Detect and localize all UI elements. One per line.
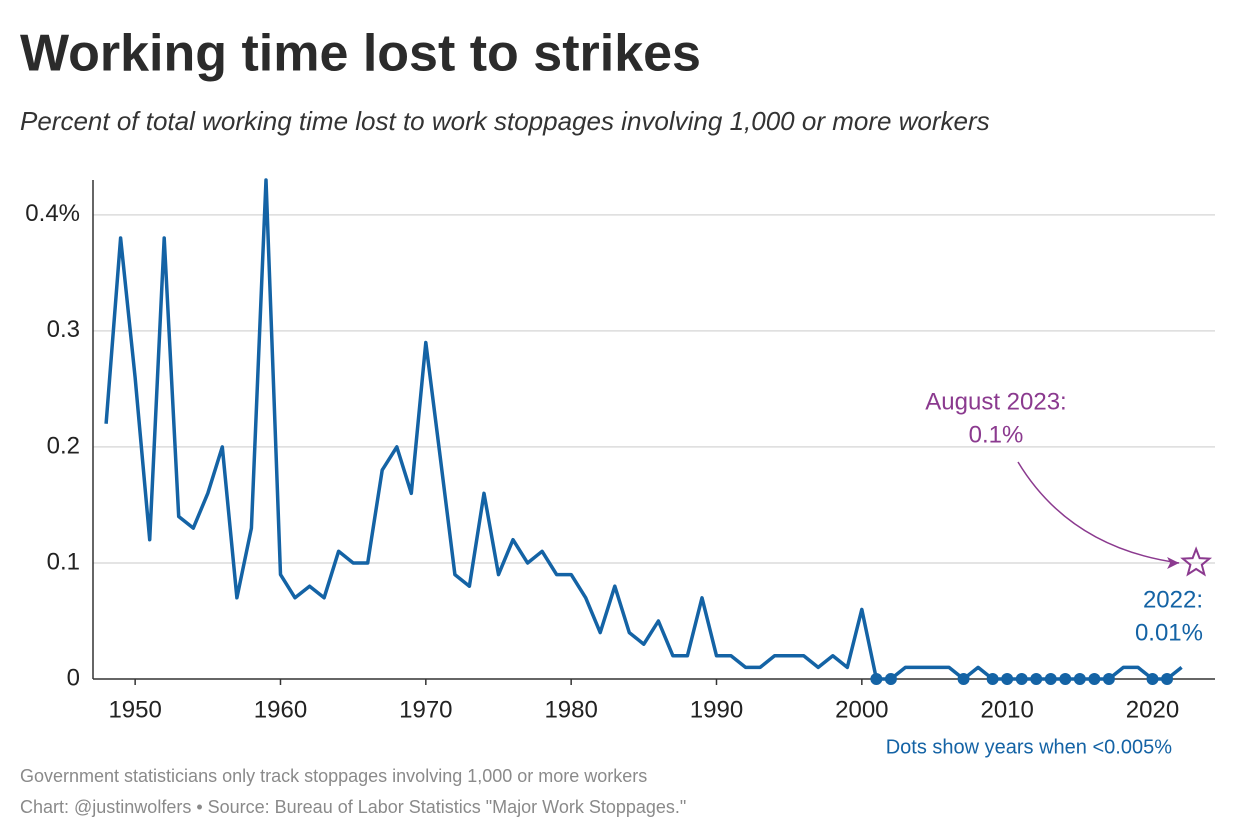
x-tick-label: 1970 <box>399 696 452 723</box>
y-tick-label: 0 <box>67 664 80 691</box>
arrow-head <box>1167 556 1180 569</box>
x-tick-label: 1950 <box>108 696 161 723</box>
dots-note: Dots show years when <0.005% <box>886 736 1172 758</box>
x-tick-label: 1980 <box>544 696 597 723</box>
highlight-star <box>1180 546 1213 577</box>
highlight-label: 0.1% <box>969 421 1024 448</box>
x-tick-label: 2010 <box>980 696 1033 723</box>
x-tick-label: 1990 <box>690 696 743 723</box>
low-year-dot <box>1102 673 1115 685</box>
footnote: Government statisticians only track stop… <box>20 766 647 786</box>
low-year-dot <box>1001 673 1014 685</box>
low-year-dot <box>986 673 999 685</box>
low-year-dot <box>870 673 883 685</box>
x-tick-label: 1960 <box>254 696 307 723</box>
chart-subtitle: Percent of total working time lost to wo… <box>20 106 990 136</box>
y-tick-label: 0.1 <box>47 548 80 575</box>
highlight-label: August 2023: <box>925 388 1066 415</box>
y-tick-label: 0.4% <box>25 200 80 227</box>
last-value-label: 0.01% <box>1135 619 1203 646</box>
low-year-dot <box>1073 673 1086 685</box>
low-year-dot <box>1161 673 1174 685</box>
y-tick-label: 0.2 <box>47 432 80 459</box>
low-year-dot <box>1146 673 1159 685</box>
highlight-arrow <box>1017 461 1180 564</box>
x-tick-label: 2000 <box>835 696 888 723</box>
x-tick-label: 2020 <box>1126 696 1179 723</box>
chart-title: Working time lost to strikes <box>20 25 701 83</box>
low-year-dot <box>1015 673 1028 685</box>
source: Chart: @justinwolfers • Source: Bureau o… <box>20 797 686 817</box>
low-year-dot <box>1044 673 1057 685</box>
low-year-dot <box>957 673 970 685</box>
low-year-dot <box>1088 673 1101 685</box>
low-year-dot <box>1059 673 1072 685</box>
low-year-dot <box>1030 673 1043 685</box>
y-tick-label: 0.3 <box>47 316 80 343</box>
last-value-label: 2022: <box>1143 586 1203 613</box>
low-year-dot <box>884 673 897 685</box>
